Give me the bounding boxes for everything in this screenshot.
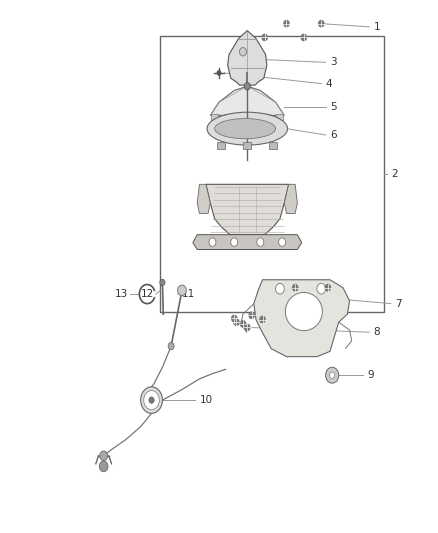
Circle shape [249, 312, 254, 318]
Circle shape [168, 342, 174, 350]
Circle shape [276, 284, 284, 294]
Circle shape [325, 285, 330, 291]
Polygon shape [228, 30, 267, 85]
Circle shape [244, 83, 251, 90]
Text: 7: 7 [395, 298, 402, 309]
Bar [224, 114, 231, 120]
Circle shape [257, 238, 264, 246]
Circle shape [232, 316, 237, 321]
Bar [217, 142, 225, 149]
Circle shape [301, 34, 307, 41]
Circle shape [217, 71, 221, 75]
Ellipse shape [207, 112, 288, 145]
Circle shape [260, 317, 265, 322]
Text: 1: 1 [374, 22, 380, 32]
Ellipse shape [215, 118, 276, 139]
Text: 13: 13 [114, 289, 127, 299]
Circle shape [319, 20, 324, 27]
Text: 12: 12 [141, 289, 154, 299]
Polygon shape [193, 235, 302, 249]
Text: 9: 9 [367, 370, 374, 380]
Circle shape [209, 238, 216, 246]
Circle shape [240, 320, 246, 327]
Circle shape [99, 461, 108, 472]
Circle shape [262, 34, 267, 41]
Bar [263, 114, 270, 120]
Text: 5: 5 [330, 102, 337, 112]
Circle shape [149, 397, 154, 403]
Polygon shape [254, 280, 350, 357]
Circle shape [325, 367, 339, 383]
Bar [276, 114, 283, 120]
Text: 11: 11 [182, 289, 195, 299]
Circle shape [144, 391, 159, 410]
Circle shape [317, 284, 325, 294]
Text: 3: 3 [330, 58, 337, 67]
Circle shape [231, 238, 238, 246]
Circle shape [279, 238, 286, 246]
Circle shape [284, 20, 289, 27]
Bar [211, 114, 218, 120]
Circle shape [100, 451, 108, 461]
Circle shape [234, 319, 239, 325]
Polygon shape [197, 184, 210, 214]
Circle shape [293, 285, 298, 291]
Ellipse shape [286, 293, 322, 330]
Circle shape [240, 47, 247, 56]
Circle shape [178, 285, 186, 296]
Polygon shape [206, 184, 289, 235]
Text: 8: 8 [374, 327, 380, 337]
Circle shape [329, 372, 335, 378]
Text: 10: 10 [199, 395, 212, 405]
Circle shape [245, 324, 250, 330]
Bar [269, 142, 277, 149]
Polygon shape [210, 86, 284, 115]
Circle shape [160, 279, 165, 286]
Circle shape [141, 387, 162, 414]
Text: 6: 6 [330, 130, 337, 140]
Bar [244, 142, 251, 149]
Text: 2: 2 [391, 169, 398, 179]
Bar [160, 36, 385, 312]
Text: 4: 4 [325, 78, 332, 88]
Polygon shape [284, 184, 297, 214]
